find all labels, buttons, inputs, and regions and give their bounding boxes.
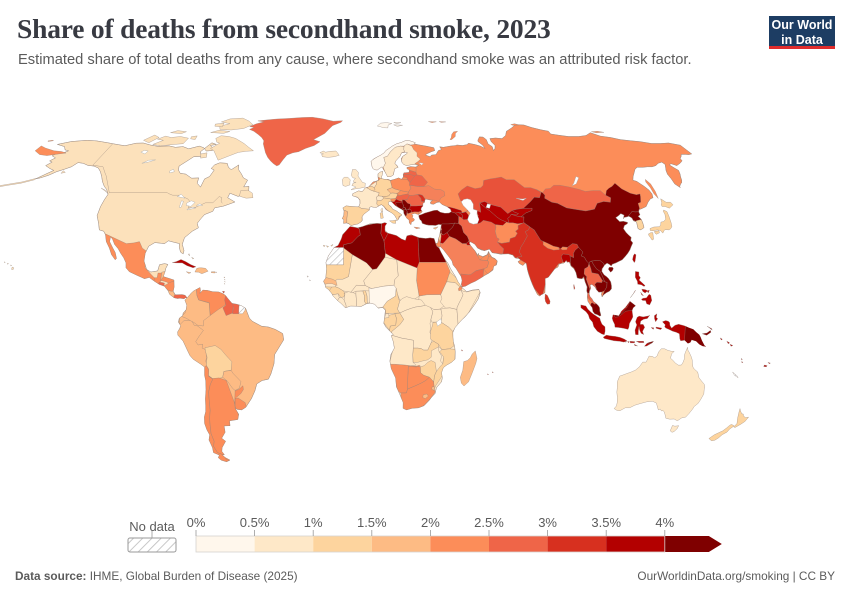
svg-text:0.5%: 0.5% xyxy=(240,515,270,530)
svg-text:3.5%: 3.5% xyxy=(591,515,621,530)
svg-text:1%: 1% xyxy=(304,515,323,530)
svg-text:1.5%: 1.5% xyxy=(357,515,387,530)
svg-text:2%: 2% xyxy=(421,515,440,530)
svg-text:3%: 3% xyxy=(538,515,557,530)
svg-text:0%: 0% xyxy=(187,515,206,530)
svg-text:No data: No data xyxy=(129,519,175,534)
svg-text:2.5%: 2.5% xyxy=(474,515,504,530)
svg-text:4%: 4% xyxy=(655,515,674,530)
